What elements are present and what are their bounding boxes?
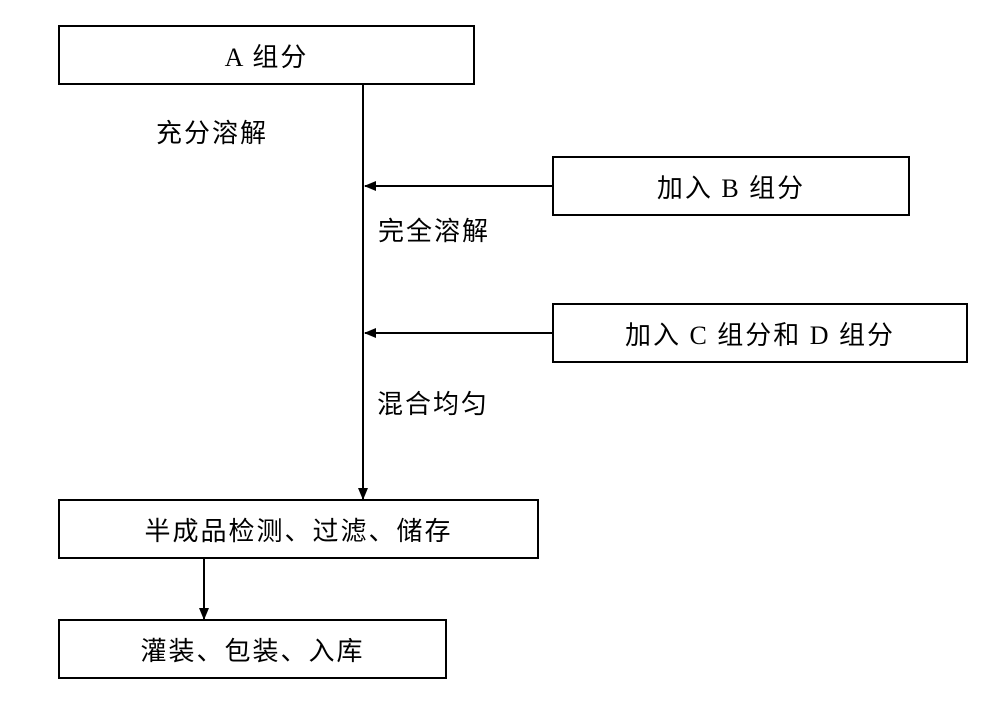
edge-a-to-mid — [0, 0, 1000, 708]
flowchart-canvas: A 组分 加入 B 组分 加入 C 组分和 D 组分 半成品检测、过滤、储存 灌… — [0, 0, 1000, 708]
